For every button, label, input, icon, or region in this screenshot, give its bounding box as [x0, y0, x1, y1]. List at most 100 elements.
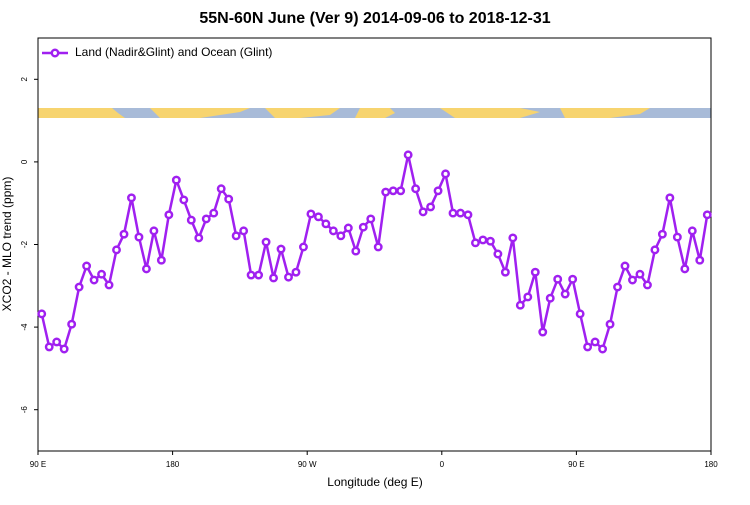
y-tick-label: 2 [20, 77, 29, 82]
point [97, 269, 107, 279]
point [613, 282, 622, 292]
point [179, 195, 189, 205]
point [254, 270, 264, 280]
point [441, 169, 450, 179]
point [67, 319, 77, 329]
y-tick-label: -4 [20, 323, 29, 331]
point [164, 210, 174, 220]
point [388, 186, 398, 196]
point [418, 207, 428, 217]
point [299, 242, 308, 252]
y-tick-label: -6 [20, 406, 29, 414]
x-tick-label: 90 W [298, 460, 317, 469]
point [201, 214, 211, 224]
point [321, 219, 331, 229]
point [171, 175, 181, 185]
point [37, 309, 47, 319]
point [523, 292, 533, 302]
point [306, 209, 316, 219]
point [59, 344, 69, 354]
point [695, 255, 705, 265]
point [680, 264, 690, 274]
point [471, 238, 480, 248]
legend-marker [50, 48, 60, 58]
point [366, 214, 376, 224]
point [411, 184, 421, 194]
point [52, 337, 62, 347]
point [141, 264, 151, 274]
point [478, 235, 488, 245]
point [530, 267, 540, 277]
point [186, 215, 196, 225]
point [231, 231, 241, 241]
point [351, 246, 361, 256]
plot-frame [37, 37, 712, 452]
point [463, 210, 473, 220]
map-strip [38, 108, 711, 118]
point [328, 226, 338, 236]
point [657, 229, 667, 239]
point [508, 233, 518, 243]
point [515, 300, 525, 310]
point [284, 272, 293, 282]
series-line [40, 154, 709, 352]
point [620, 261, 630, 271]
point [246, 270, 256, 280]
point [44, 342, 54, 352]
point [672, 232, 682, 242]
x-tick-label: 0 [440, 460, 445, 469]
point [224, 194, 234, 204]
point [119, 229, 129, 239]
y-tick-label: -2 [20, 240, 29, 248]
point [291, 267, 301, 277]
chart-title: 55N-60N June (Ver 9) 2014-09-06 to 2018-… [199, 10, 550, 27]
x-tick-label: 90 E [568, 460, 584, 469]
point [74, 282, 84, 292]
x-tick-label: 180 [704, 460, 718, 469]
point [313, 212, 323, 222]
point [456, 208, 465, 218]
x-axis-label: Longitude (deg E) [327, 475, 422, 489]
point [500, 267, 510, 277]
point [605, 319, 615, 329]
point [216, 184, 226, 194]
point [598, 344, 608, 354]
x-tick-label: 180 [166, 460, 180, 469]
point [112, 245, 121, 255]
point [545, 293, 555, 303]
point [635, 269, 645, 279]
point [590, 337, 600, 347]
point [403, 150, 413, 160]
point [553, 274, 563, 284]
point [687, 226, 697, 236]
point [127, 193, 136, 203]
point [665, 193, 675, 203]
point [628, 275, 637, 285]
point [149, 226, 159, 236]
point [568, 274, 578, 284]
point [358, 222, 368, 232]
point [261, 237, 271, 247]
point [276, 244, 286, 254]
point [373, 242, 383, 252]
point [485, 236, 495, 246]
point [134, 232, 144, 242]
point [194, 233, 204, 243]
point [448, 208, 458, 218]
point [269, 273, 278, 283]
y-tick-label: 0 [20, 159, 29, 164]
point [343, 223, 353, 233]
point [381, 187, 391, 197]
y-axis-label: XCO2 - MLO trend (ppm) [0, 177, 14, 312]
point [89, 275, 99, 285]
point [336, 231, 346, 241]
point [104, 280, 114, 290]
x-tick-label: 90 E [30, 460, 46, 469]
point [575, 309, 585, 319]
point [433, 186, 443, 196]
point [82, 261, 92, 271]
point [493, 249, 503, 259]
point [209, 208, 219, 218]
point [650, 245, 660, 255]
